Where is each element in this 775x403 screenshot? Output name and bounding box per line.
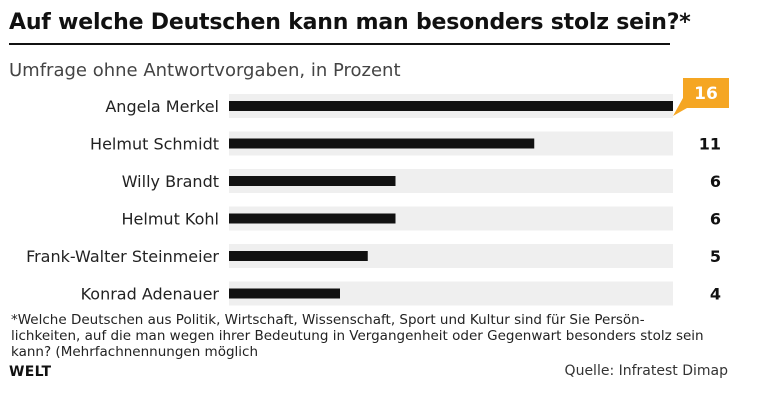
highlight-callout: [673, 78, 729, 116]
chart-subtitle: Umfrage ohne Antwortvorgaben, in Prozent: [9, 60, 401, 81]
bar: [229, 138, 535, 149]
bar: [229, 288, 340, 299]
bar: [229, 251, 368, 261]
category-label: Willy Brandt: [122, 172, 219, 191]
data-label: 6: [710, 172, 721, 191]
data-label: 5: [710, 247, 721, 266]
data-label: 16: [694, 84, 718, 104]
bar-chart: Angela Merkel 16 Helmut Schmidt 11 Willy Bra…: [26, 78, 729, 306]
category-label: Frank-Walter Steinmeier: [26, 247, 219, 266]
data-label: 6: [710, 210, 721, 229]
bar: [229, 176, 396, 186]
welt-logo: WELT: [9, 364, 52, 380]
chart-title: Auf welche Deutschen kann man besonders …: [9, 10, 691, 35]
footnote: *Welche Deutschen aus Politik, Wirtschaf…: [11, 312, 704, 360]
bar: [229, 213, 396, 224]
data-label: 11: [699, 135, 721, 154]
title-divider: [9, 43, 670, 45]
category-label: Konrad Adenauer: [81, 285, 220, 304]
category-label: Helmut Kohl: [122, 210, 219, 229]
category-label: Angela Merkel: [105, 97, 219, 116]
category-label: Helmut Schmidt: [90, 135, 219, 154]
source-note: Quelle: Infratest Dimap: [564, 363, 728, 379]
bar: [229, 101, 673, 111]
data-label: 4: [710, 285, 721, 304]
